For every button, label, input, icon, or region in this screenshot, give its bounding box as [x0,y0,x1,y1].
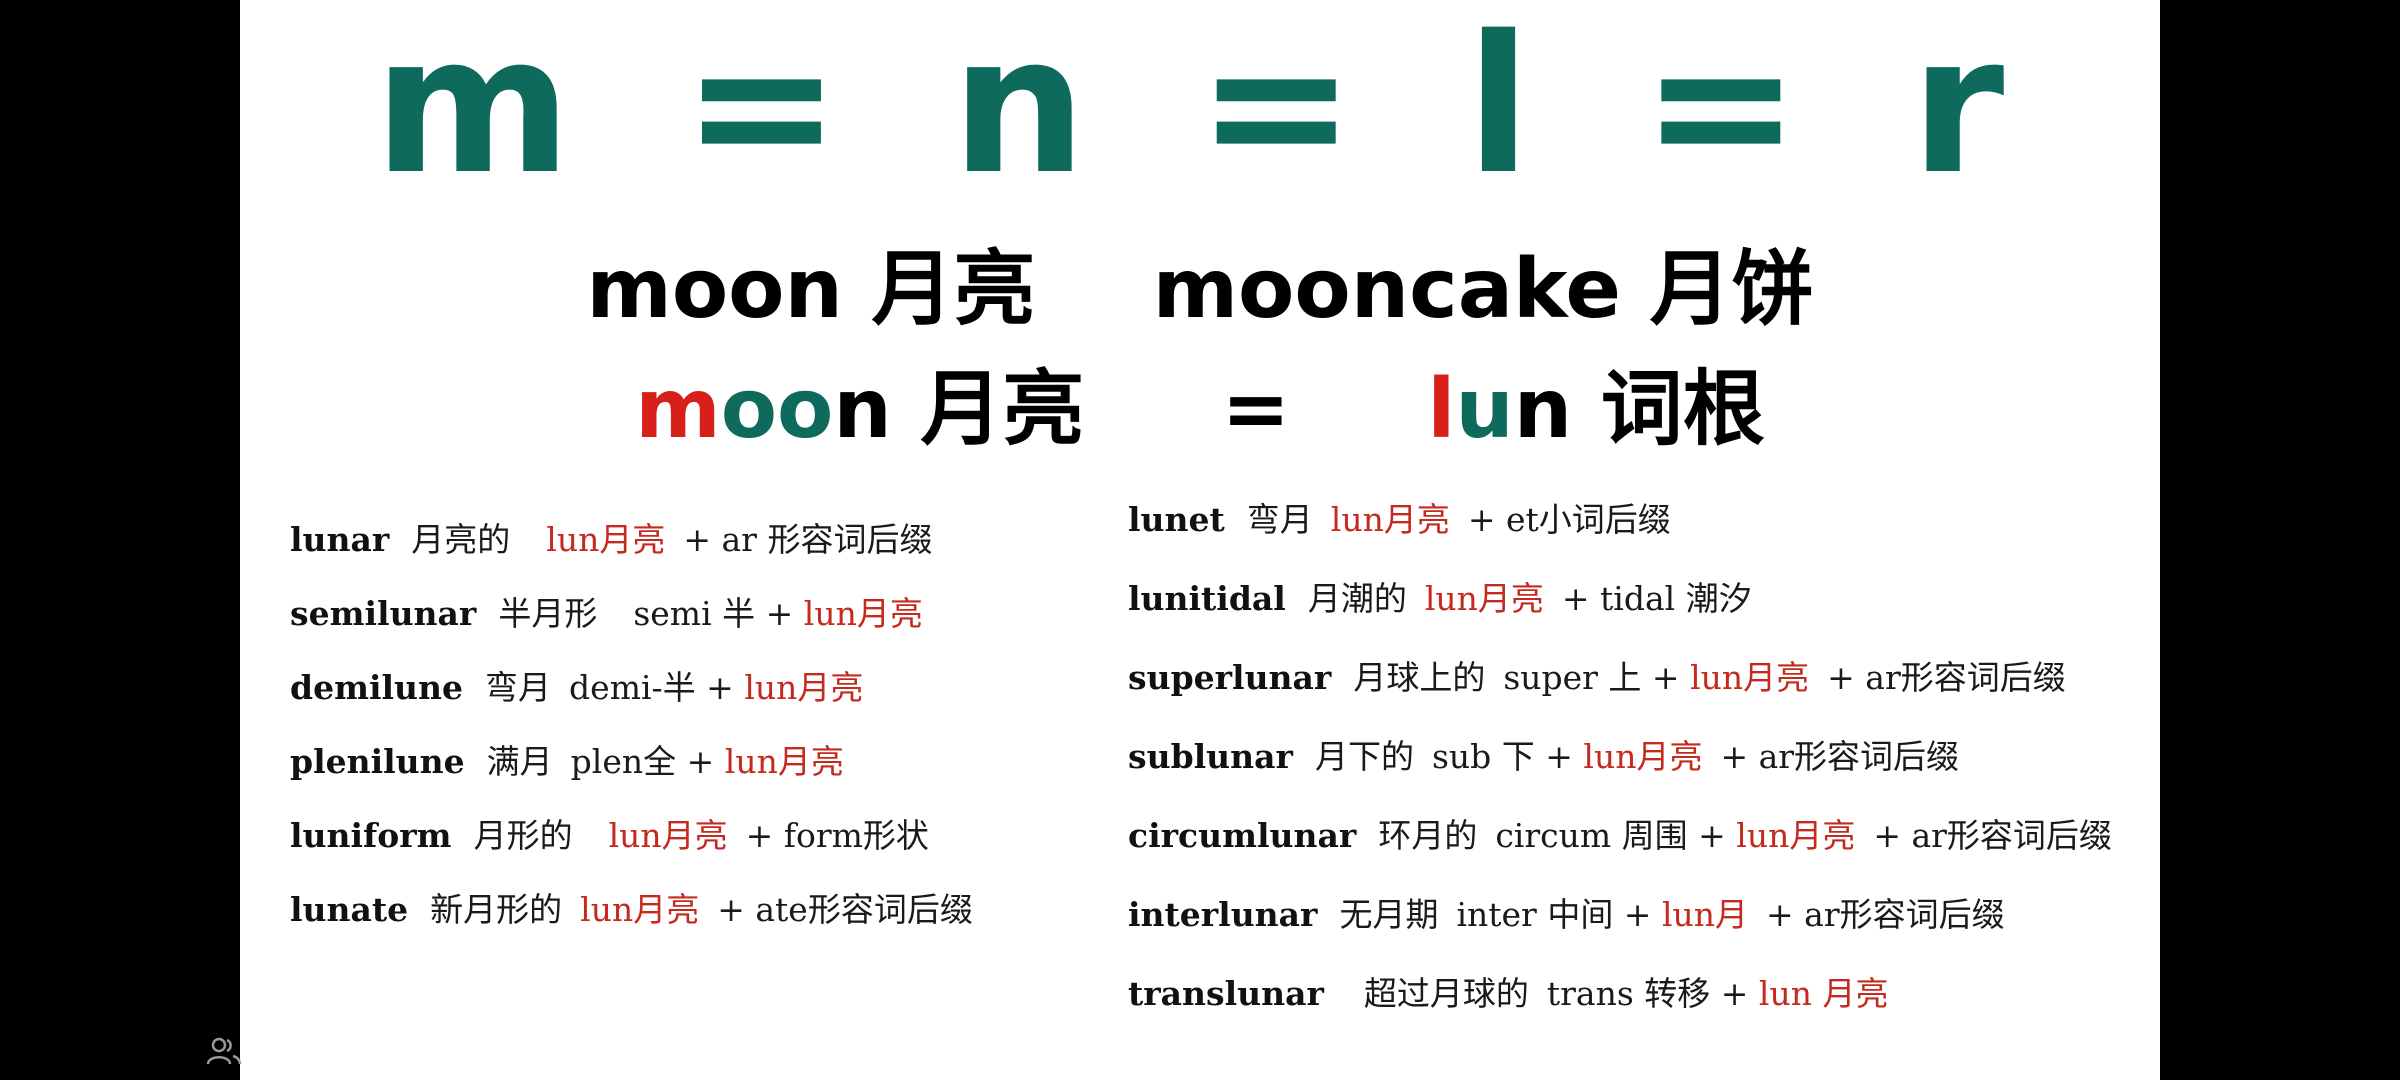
word: semilunar [290,594,477,633]
root: lun月亮 [1583,737,1703,776]
suffix: + ar形容词后缀 [1873,816,2112,855]
list-item: lunet 弯月 lun月亮 + et小词后缀 [1128,492,2112,571]
meaning: 超过月球的 [1363,974,1529,1013]
word-list-left: lunar 月亮的 lun月亮 + ar 形容词后缀 semilunar 半月形 semi… [290,512,973,956]
suffix: + tidal 潮汐 [1561,579,1752,618]
meaning: 半月形 [498,594,598,633]
suffix: + et小词后缀 [1467,500,1671,539]
word: superlunar [1128,658,1332,697]
suffix: + ar形容词后缀 [1720,737,1960,776]
headline2-l: l [1427,362,1456,457]
headline2-n: n [833,362,892,457]
root: lun月亮 [580,890,700,929]
suffix: + ar 形容词后缀 [683,520,933,559]
root: lun月亮 [803,594,923,633]
root: lun月亮 [546,520,666,559]
people-icon[interactable] [206,1036,242,1066]
word: plenilune [290,742,465,781]
root: lun 月亮 [1758,974,1889,1013]
suffix: + form形状 [745,816,929,855]
list-item: luniform 月形的 lun月亮 + form形状 [290,808,973,882]
word-list-right: lunet 弯月 lun月亮 + et小词后缀 lunitidal 月潮的 lun月亮 + … [1128,492,2112,1045]
list-item: lunitidal 月潮的 lun月亮 + tidal 潮汐 [1128,571,2112,650]
suffix: + ar形容词后缀 [1766,895,2005,934]
meaning: 弯月 [1246,500,1313,539]
suffix: + ar形容词后缀 [1827,658,2066,697]
word: demilune [290,668,464,707]
meaning: 月亮的 [411,520,511,559]
prefix: circum 周围 + [1495,816,1726,855]
equation-title: m = n = l = r [373,0,2027,216]
list-item: translunar 超过月球的 trans 转移 + lun 月亮 [1128,966,2112,1045]
meaning: 月球上的 [1353,658,1486,697]
headline2-n2: n [1513,362,1573,457]
list-item: superlunar 月球上的 super 上 + lun月亮 + ar形容词后缀 [1128,650,2112,729]
root: lun月亮 [1736,816,1856,855]
headline2-root-cn: 词根 [1600,362,1765,457]
word: lunitidal [1128,579,1286,618]
headline-moon-mooncake: moon 月亮 mooncake 月饼 [240,240,2160,340]
headline2-equals: = [1221,362,1291,457]
word: translunar [1128,974,1324,1013]
word: lunet [1128,500,1225,539]
list-item: lunate 新月形的 lun月亮 + ate形容词后缀 [290,882,973,956]
list-item: interlunar 无月期 inter 中间 + lun月 + ar形容词后缀 [1128,887,2112,966]
headline2-oo: oo [720,362,834,457]
root: lun月亮 [744,668,864,707]
prefix: semi 半 + [633,594,794,633]
suffix: + ate形容词后缀 [717,890,973,929]
word: lunate [290,890,409,929]
headline2-u: u [1455,362,1514,457]
headline-root-equation: moon 月亮 = lun 词根 [240,360,2160,460]
list-item: circumlunar 环月的 circum 周围 + lun月亮 + ar形容词后缀 [1128,808,2112,887]
headline1-right-cn: 月饼 [1649,242,1814,337]
meaning: 弯月 [485,668,552,707]
root: lun月亮 [608,816,728,855]
root: lun月亮 [1690,658,1810,697]
meaning: 满月 [486,742,553,781]
prefix: demi-半 + [569,668,734,707]
root: lun月亮 [724,742,844,781]
word: luniform [290,816,452,855]
list-item: plenilune 满月 plen全 + lun月亮 [290,734,973,808]
list-item: demilune 弯月 demi-半 + lun月亮 [290,660,973,734]
word: lunar [290,520,390,559]
word: sublunar [1128,737,1293,776]
root: lun月 [1661,895,1749,934]
list-item: semilunar 半月形 semi 半 + lun月亮 [290,586,973,660]
meaning: 月形的 [473,816,573,855]
prefix: sub 下 + [1431,737,1573,776]
root: lun月亮 [1330,500,1450,539]
headline2-cn: 月亮 [920,362,1085,457]
headline1-left-word: moon [586,242,843,337]
list-item: sublunar 月下的 sub 下 + lun月亮 + ar形容词后缀 [1128,729,2112,808]
list-item: lunar 月亮的 lun月亮 + ar 形容词后缀 [290,512,973,586]
meaning: 新月形的 [430,890,563,929]
prefix: trans 转移 + [1546,974,1749,1013]
meaning: 环月的 [1378,816,1478,855]
prefix: super 上 + [1503,658,1680,697]
headline1-right-word: mooncake [1152,242,1621,337]
meaning: 无月期 [1339,895,1439,934]
word: circumlunar [1128,816,1357,855]
prefix: plen全 + [570,742,715,781]
root: lun月亮 [1424,579,1544,618]
meaning: 月潮的 [1307,579,1407,618]
headline2-m: m [635,362,721,457]
prefix: inter 中间 + [1456,895,1652,934]
slide: m = n = l = r moon 月亮 mooncake 月饼 moon 月… [240,0,2160,1080]
headline1-left-cn: 月亮 [871,242,1036,337]
word: interlunar [1128,895,1318,934]
meaning: 月下的 [1314,737,1414,776]
